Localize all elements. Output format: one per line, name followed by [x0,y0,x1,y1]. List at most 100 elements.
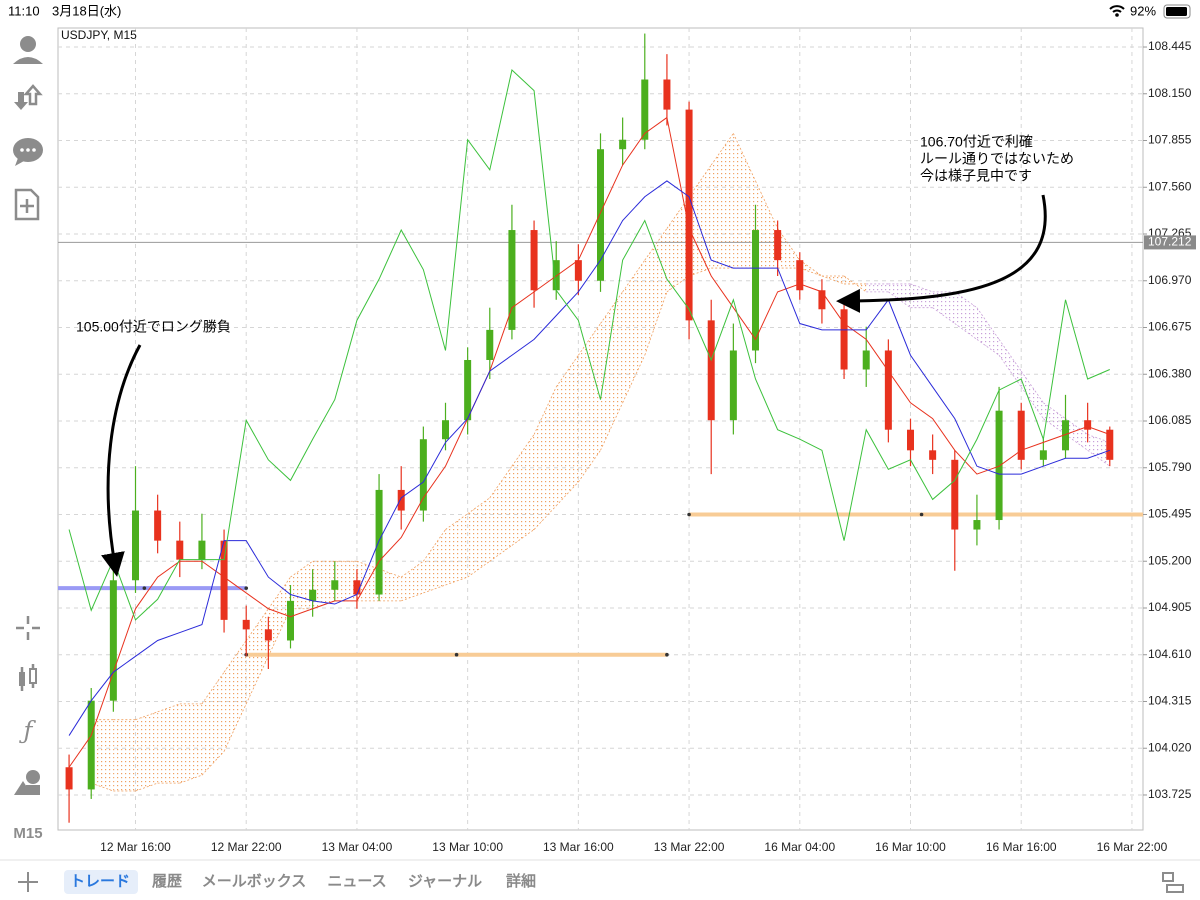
indicators-button[interactable]: ƒ [19,717,37,745]
x-tick-label: 13 Mar 04:00 [322,840,393,854]
price-label: 107.212 [1148,235,1192,249]
y-tick-label: 104.020 [1148,740,1192,754]
candle-body [419,439,427,511]
axes: 103.725 104.020 104.315 104.610 104.905 105.2… [100,39,1196,854]
account-button[interactable] [13,36,43,64]
cloud-edge [578,323,601,356]
wifi-dot [1115,13,1119,17]
cloud-segment [334,561,357,601]
level-handle [454,652,459,657]
tab[interactable]: ニュース [327,873,386,890]
cloud-segment [600,291,623,451]
wifi-icon [1109,5,1125,13]
y-tick-label: 107.560 [1148,179,1192,193]
cloud-segment [799,260,822,277]
cloud-edge [688,164,712,197]
candle-body [1062,420,1069,451]
cloud-segment [179,703,202,784]
objects-button[interactable] [14,770,40,795]
cloud-segment [1043,402,1066,435]
new-order-button[interactable] [14,188,40,221]
candle-body [397,489,405,511]
status-date: 3月18日(水) [52,3,121,18]
cloud-segment [290,561,313,609]
indicator-line [68,69,1110,621]
status-battery: 92% [1130,3,1156,18]
cloud-edge [489,465,513,499]
cloud-edge [201,671,225,705]
candle-body [1017,410,1025,460]
cloud-edge [1065,418,1088,435]
y-tick-label: 107.855 [1148,133,1192,147]
tab[interactable]: 詳細 [506,872,536,890]
cloud-edge [511,529,535,546]
cloud-edge [932,307,956,324]
y-tick-label: 106.675 [1148,320,1192,334]
cloud-edge [976,339,1000,356]
cloud-segment [467,497,490,578]
cloud-edge [976,307,1000,340]
add-button[interactable] [18,872,38,892]
crosshair-button[interactable] [16,616,40,640]
y-tick-label: 106.380 [1148,366,1192,380]
cloud-segment [622,260,645,403]
indicator-lines [68,69,1110,768]
candle-body [486,329,494,360]
candle-body [552,260,560,291]
tab-selected-bg [64,870,138,894]
tab[interactable]: ジャーナル [408,873,482,890]
cloud-segment [201,672,225,776]
cloud-edge [223,640,247,673]
y-tick-label: 105.200 [1148,553,1192,567]
status-time: 11:10 [8,3,40,18]
candle-body [929,450,937,460]
y-tick-label: 104.315 [1148,694,1192,708]
annotation-text: 今は様子見中です [920,168,1032,184]
chart-title: USDJPY, M15 [61,28,137,42]
trade-button[interactable] [14,84,43,110]
cloud-edge [555,355,579,388]
cloud-edge [644,228,668,261]
cloud-edge [1020,386,1044,419]
candle-body [375,489,383,595]
candle-body [198,540,206,560]
cloud-edge [1087,449,1111,467]
level-handle [142,586,147,590]
cloud-segment [423,529,446,593]
chart-type-button[interactable] [19,664,37,691]
chat-button[interactable] [13,138,43,166]
level-handle [687,512,691,517]
tab[interactable]: 履歴 [151,873,182,890]
indicator-line [68,116,1110,768]
timeframe-button[interactable]: M15 [13,825,42,842]
candle-body [176,540,184,560]
cloud-edge [732,133,756,182]
cloud-edge [245,656,269,705]
candle-body [907,429,914,451]
annotation-arrow [101,344,142,577]
candle-body [109,580,117,701]
tab[interactable]: メールボックス [202,873,307,890]
candle-body [685,109,693,321]
y-tick-label: 104.610 [1148,647,1192,661]
cloud-edge [843,275,867,293]
cloud-segment [113,719,136,792]
x-tick-label: 12 Mar 22:00 [211,840,282,854]
candle-body [287,600,294,641]
x-tick-label: 13 Mar 16:00 [543,840,614,854]
x-tick-label: 16 Mar 10:00 [875,840,946,854]
cloud-segment [511,434,535,546]
cloud-edge [445,513,468,530]
candle-body [309,589,317,601]
x-tick-label: 16 Mar 04:00 [764,840,835,854]
level-handle [41,586,45,590]
layout-button[interactable] [1162,872,1184,893]
cloud-edge [245,608,269,641]
y-tick-label: 108.150 [1148,86,1192,100]
tab[interactable]: トレード [70,873,130,890]
cloud-edge [1065,434,1088,451]
indicator-line [68,180,1110,736]
y-tick-label: 104.905 [1148,600,1192,614]
cloud-edge [600,402,624,451]
